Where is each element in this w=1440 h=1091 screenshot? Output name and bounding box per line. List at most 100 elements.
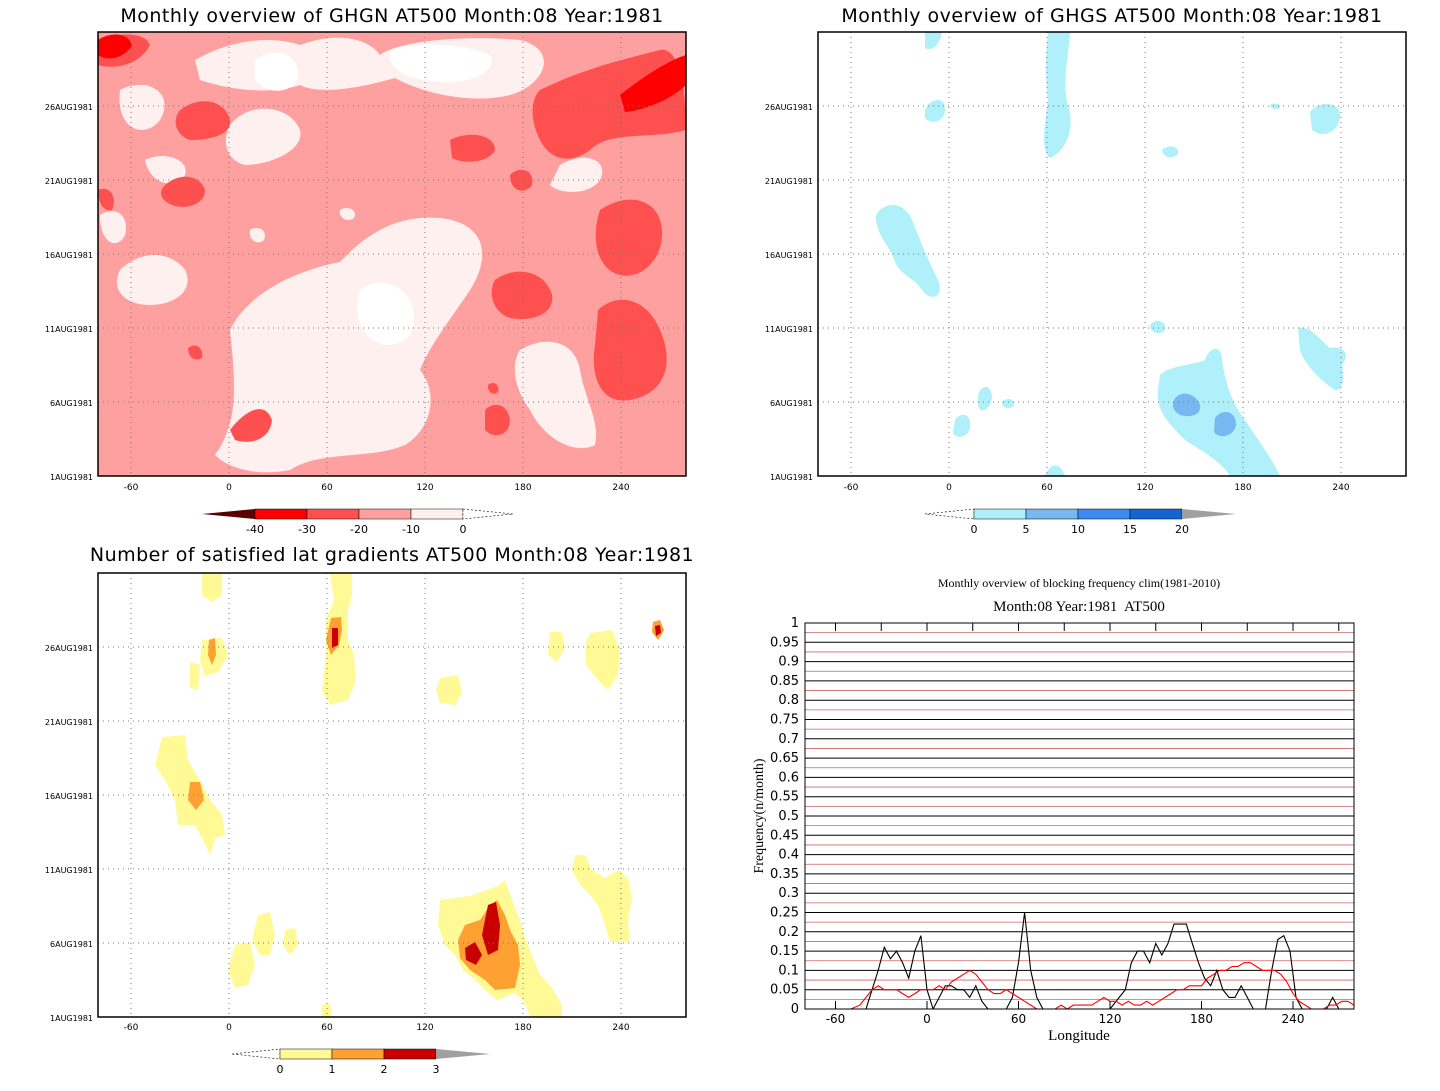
panel-ghgs: Monthly overview of GHGS AT500 Month:08 … xyxy=(765,5,1407,536)
ghgs-contour-1 xyxy=(1044,32,1071,158)
y-tick-label: 16AUG1981 xyxy=(45,792,93,801)
y-tick-label: 0.6 xyxy=(778,770,799,785)
ghgs-contour-1 xyxy=(1298,327,1346,391)
blocking-series xyxy=(805,912,1354,1009)
panel-lat-gradients-field xyxy=(98,573,686,1017)
colorbar-swatch xyxy=(1129,508,1183,520)
panel-ghgn: Monthly overview of GHGN AT500 Month:08 … xyxy=(45,5,687,536)
ghgn-contour-light xyxy=(339,207,355,221)
y-tick-label: 16AUG1981 xyxy=(765,251,813,260)
x-tick-label: 240 xyxy=(612,483,629,493)
y-tick-label: 11AUG1981 xyxy=(45,866,93,875)
ghgs-contour-1 xyxy=(925,99,945,122)
ghgs-contour-1 xyxy=(925,32,942,50)
colorbar-high-arrow xyxy=(436,1049,490,1059)
ghgs-contour-1 xyxy=(1310,104,1340,135)
colorbar-swatch xyxy=(331,1048,385,1060)
x-tick-label: 60 xyxy=(321,1023,333,1033)
ghgn-contour-dark xyxy=(510,169,533,191)
ghgn-contour-dark xyxy=(593,299,667,401)
ghgs-contour-1 xyxy=(1002,399,1015,409)
y-tick-label: 21AUG1981 xyxy=(45,177,93,186)
latgrad-contour-1 xyxy=(252,912,275,955)
ghgn-contour-dark xyxy=(491,271,553,320)
latgrad-contour-1 xyxy=(283,928,298,955)
ghgs-contour-1 xyxy=(1162,146,1179,158)
ghgs-contour-1 xyxy=(978,387,992,411)
panel-ghgn-field xyxy=(98,32,686,476)
colorbar-label: 0 xyxy=(460,523,467,536)
latgrad-contour-2 xyxy=(208,638,216,665)
y-tick-label: 0.25 xyxy=(770,906,799,921)
colorbar-low-arrow xyxy=(924,508,975,520)
ghgn-contour-dark xyxy=(230,409,272,442)
colorbar-label: 2 xyxy=(381,1063,388,1076)
x-tick-label: -60 xyxy=(124,1023,139,1033)
x-tick-label: 0 xyxy=(226,1023,232,1033)
latgrad-contour-1 xyxy=(322,1003,332,1017)
ghgn-grid xyxy=(98,32,686,476)
y-tick-label: 0.2 xyxy=(778,925,799,940)
x-tick-label: 180 xyxy=(514,483,531,493)
x-tick-label: 240 xyxy=(1332,483,1349,493)
ghgn-contour-white xyxy=(389,44,492,83)
panel-lat-gradients: Number of satisfied lat gradients AT500 … xyxy=(45,544,694,1076)
latgrad-contour-1 xyxy=(202,573,222,602)
colorbar-label: 0 xyxy=(277,1063,284,1076)
colorbar-swatch xyxy=(973,508,1027,520)
y-tick-label: 26AUG1981 xyxy=(765,103,813,112)
latgrad-contour-1 xyxy=(228,942,255,988)
y-tick-label: 0.65 xyxy=(770,751,799,766)
x-tick-label: -60 xyxy=(124,483,139,493)
latgrad-contour-3 xyxy=(655,625,661,636)
blocking-y-ticks: 0 0.05 0.1 0.15 0.2 0.25 0.3 0.35 0.4 0.45 0.5 0.55… xyxy=(770,616,799,1017)
y-tick-label: 0.4 xyxy=(778,848,799,863)
ghgs-y-tick-labels: 1AUG1981 6AUG1981 11AUG1981 16AUG1981 21… xyxy=(765,103,813,482)
y-tick-label: 0.75 xyxy=(770,713,799,728)
y-tick-label: 0.3 xyxy=(778,886,799,901)
latgrad-y-tick-labels: 1AUG1981 6AUG1981 11AUG1981 16AUG1981 21… xyxy=(45,644,93,1023)
y-tick-label: 6AUG1981 xyxy=(50,399,93,408)
y-tick-label: 0.05 xyxy=(770,983,799,998)
y-tick-label: 26AUG1981 xyxy=(45,103,93,112)
ghgn-contour-dark xyxy=(450,134,495,162)
latgrad-contour-3 xyxy=(482,902,500,955)
latgrad-contour-1 xyxy=(548,632,565,662)
colorbar-label: 15 xyxy=(1123,523,1137,536)
panel-ghgs-frame xyxy=(817,31,1407,477)
colorbar-swatch xyxy=(410,508,464,520)
latgrad-contour-1 xyxy=(585,630,620,690)
ghgs-contour-2 xyxy=(1214,411,1236,437)
ghgs-contour-1 xyxy=(953,414,971,437)
x-tick-label: -60 xyxy=(826,1012,846,1026)
colorbar-low-arrow xyxy=(202,509,255,519)
x-tick-label: 120 xyxy=(1136,483,1153,493)
ghgn-colorbar: -40 -30 -20 -10 0 xyxy=(202,508,514,536)
ghgn-contour-dark xyxy=(487,382,499,394)
x-tick-label: 60 xyxy=(321,483,333,493)
blocking-x-ticks: -60 0 60 120 180 240 xyxy=(826,1001,1304,1026)
series-line-black xyxy=(805,912,1354,1009)
ghgn-contour-darkest xyxy=(620,55,686,112)
panel-ghgs-title: Monthly overview of GHGS AT500 Month:08 … xyxy=(841,5,1382,27)
colorbar-swatch xyxy=(306,508,360,520)
y-tick-label: 26AUG1981 xyxy=(45,644,93,653)
y-tick-label: 1AUG1981 xyxy=(50,1014,93,1023)
x-tick-label: -60 xyxy=(844,483,859,493)
x-tick-label: 180 xyxy=(1234,483,1251,493)
y-tick-label: 21AUG1981 xyxy=(765,177,813,186)
colorbar-swatch xyxy=(279,1048,333,1060)
colorbar-label: -40 xyxy=(246,523,264,536)
ghgn-contour-white xyxy=(357,282,414,345)
blocking-xlabel: Longitude xyxy=(1048,1028,1110,1044)
x-tick-label: 120 xyxy=(416,483,433,493)
y-tick-label: 0.35 xyxy=(770,867,799,882)
ghgn-contour-light xyxy=(514,341,597,449)
colorbar-swatch xyxy=(1025,508,1079,520)
ghgs-x-tick-labels: -60 0 60 120 180 240 xyxy=(844,483,1350,493)
panel-ghgn-title: Monthly overview of GHGN AT500 Month:08 … xyxy=(120,5,663,27)
ghgn-contour-dark xyxy=(98,188,114,211)
latgrad-contour-2 xyxy=(188,782,204,810)
ghgs-contour-1 xyxy=(1157,348,1280,476)
